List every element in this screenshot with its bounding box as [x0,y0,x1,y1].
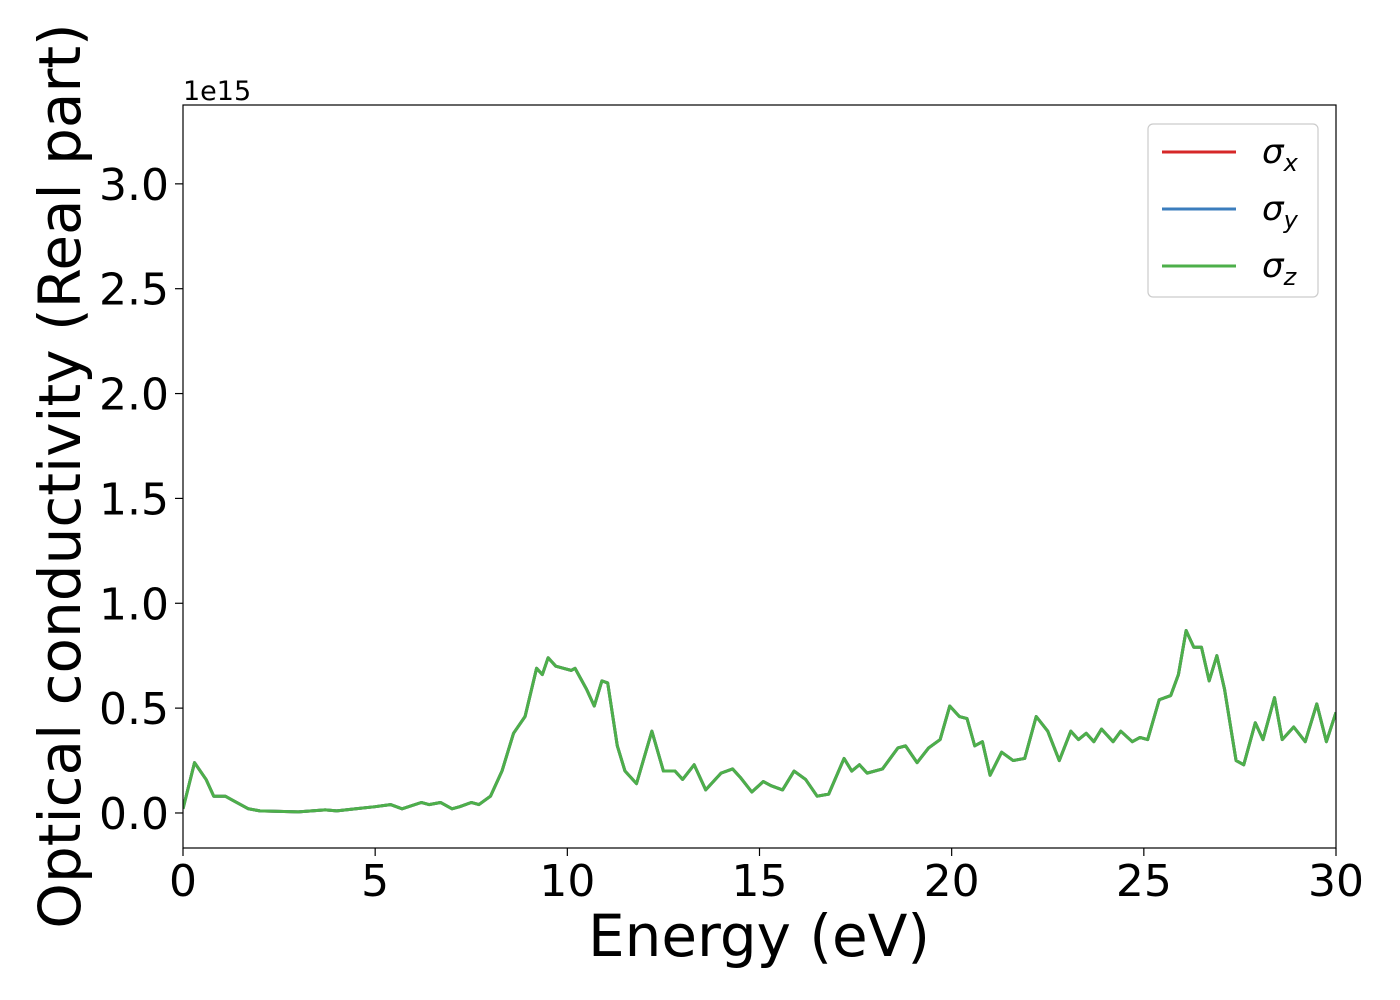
legend-label: σx [1262,132,1299,177]
y-axis-label: Optical conductivity (Real part) [26,23,94,928]
y-tick-label: 2.0 [99,370,169,421]
x-tick-label: 10 [539,856,595,907]
x-tick-label: 20 [924,856,980,907]
y-tick-label: 0.0 [99,789,169,840]
legend-label: σz [1262,246,1298,291]
x-tick-label: 15 [732,856,788,907]
x-tick-label: 25 [1116,856,1172,907]
y-tick-label: 1.5 [99,474,169,525]
x-tick-label: 5 [361,856,389,907]
y-tick-label: 3.0 [99,160,169,211]
y-tick-label: 1.0 [99,579,169,630]
plot-frame [182,104,1337,849]
offset-text: 1e15 [183,76,251,107]
series-line [183,629,1336,814]
legend-label: σy [1262,189,1299,234]
y-tick-label: 2.5 [99,265,169,316]
x-tick-label: 30 [1308,856,1364,907]
x-axis-label: Energy (eV) [588,902,930,970]
y-tick-label: 0.5 [99,684,169,735]
x-tick-label: 0 [169,856,197,907]
